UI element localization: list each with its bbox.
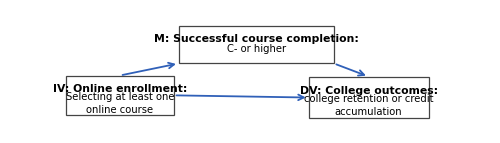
FancyBboxPatch shape [66, 76, 174, 115]
Text: M: Successful course completion:: M: Successful course completion: [154, 34, 358, 44]
FancyBboxPatch shape [179, 26, 334, 63]
Text: C- or higher: C- or higher [226, 44, 286, 54]
Text: IV: Online enrollment:: IV: Online enrollment: [52, 84, 187, 94]
Text: college retention or credit
accumulation: college retention or credit accumulation [304, 94, 434, 117]
FancyBboxPatch shape [308, 77, 428, 118]
Text: Selecting at least one
online course: Selecting at least one online course [66, 92, 174, 115]
Text: DV: College outcomes:: DV: College outcomes: [300, 87, 438, 97]
